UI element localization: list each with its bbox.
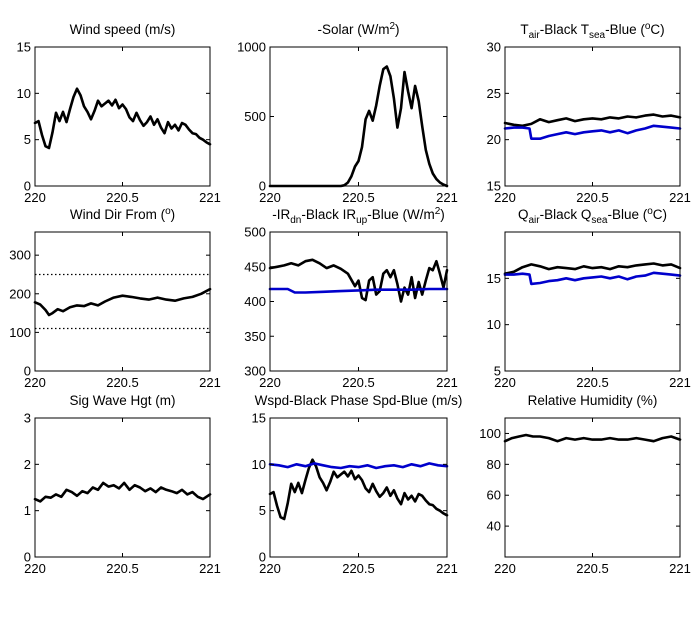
y-tick-label: 3 bbox=[24, 411, 31, 426]
x-tick-label: 220.5 bbox=[576, 190, 609, 205]
y-tick-label: 10 bbox=[252, 457, 266, 472]
y-tick-label: 15 bbox=[17, 40, 31, 55]
series-line-1 bbox=[268, 458, 449, 521]
panel-6: 5 10 15 220 220.5 221 Qair-Black Qsea-Blue (oC… bbox=[487, 206, 691, 390]
x-tick-label: 220 bbox=[24, 561, 46, 576]
x-tick-label: 220 bbox=[259, 375, 281, 390]
y-tick-label: 20 bbox=[487, 132, 501, 147]
series-line-2 bbox=[268, 462, 449, 470]
x-tick-label: 220 bbox=[494, 190, 516, 205]
series-line-1 bbox=[503, 113, 682, 128]
y-tick-label: 0 bbox=[259, 179, 266, 194]
panel-title: Relative Humidity (%) bbox=[528, 393, 658, 408]
series-line-1 bbox=[33, 87, 212, 150]
y-tick-label: 100 bbox=[9, 325, 31, 340]
panel-title: -IRdn-Black IRup-Blue (W/m2) bbox=[272, 206, 445, 226]
y-tick-label: 60 bbox=[487, 488, 501, 503]
series-line-1 bbox=[33, 287, 212, 317]
panel-9: 40 60 80 100 220 220.5 221 Relative Humidity (%… bbox=[479, 393, 691, 576]
y-tick-label: 500 bbox=[244, 109, 266, 124]
x-tick-label: 220 bbox=[259, 561, 281, 576]
axes-frame bbox=[504, 46, 681, 187]
series-line-2 bbox=[268, 287, 449, 294]
x-tick-label: 221 bbox=[669, 190, 691, 205]
series-line-1 bbox=[503, 433, 682, 443]
y-tick-label: 200 bbox=[9, 286, 31, 301]
y-tick-label: 100 bbox=[479, 426, 501, 441]
panel-5: 300 350 400 450 500 220 220.5 221 -IRdn-Black IR… bbox=[244, 206, 458, 390]
y-tick-label: 25 bbox=[487, 86, 501, 101]
x-tick-label: 220.5 bbox=[342, 561, 375, 576]
x-tick-label: 221 bbox=[199, 561, 221, 576]
panel-2: 0 500 1000 220 220.5 221 -Solar (W/m2) bbox=[237, 21, 458, 205]
axes-frame bbox=[34, 417, 211, 558]
axes-frame bbox=[269, 231, 448, 372]
x-tick-label: 221 bbox=[436, 561, 458, 576]
x-tick-label: 221 bbox=[669, 375, 691, 390]
y-tick-label: 1000 bbox=[237, 40, 266, 55]
x-tick-label: 220.5 bbox=[342, 375, 375, 390]
panel-title: Sig Wave Hgt (m) bbox=[69, 393, 175, 408]
panel-1: 0 5 10 15 220 220.5 221 Wind speed (m/s) bbox=[17, 22, 221, 205]
panel-8: 0 5 10 15 220 220.5 221 Wspd-Black Phase Spd-Bl… bbox=[252, 393, 463, 576]
x-tick-label: 220.5 bbox=[106, 375, 139, 390]
x-tick-label: 220.5 bbox=[576, 375, 609, 390]
panel-title: Qair-Black Qsea-Blue (oC) bbox=[518, 206, 667, 226]
x-tick-label: 220 bbox=[259, 190, 281, 205]
y-tick-label: 2 bbox=[24, 457, 31, 472]
panel-3: 15 20 25 30 220 220.5 221 Tair-Black Tsea-Blue … bbox=[487, 21, 691, 205]
series-line-1 bbox=[268, 258, 449, 303]
x-tick-label: 221 bbox=[669, 561, 691, 576]
y-tick-label: 15 bbox=[487, 179, 501, 194]
x-tick-label: 220.5 bbox=[342, 190, 375, 205]
y-tick-label: 30 bbox=[487, 40, 501, 55]
series-line-1 bbox=[268, 65, 449, 188]
y-tick-label: 400 bbox=[244, 294, 266, 309]
series-line-1 bbox=[503, 262, 682, 276]
x-tick-label: 220 bbox=[24, 190, 46, 205]
y-tick-label: 0 bbox=[24, 364, 31, 379]
y-tick-label: 15 bbox=[252, 411, 266, 426]
y-tick-label: 40 bbox=[487, 519, 501, 534]
panel-7: 0 1 2 3 220 220.5 221 Sig Wave Hgt (m) bbox=[24, 393, 221, 576]
panel-title: -Solar (W/m2) bbox=[317, 21, 399, 37]
y-tick-label: 350 bbox=[244, 329, 266, 344]
y-tick-label: 80 bbox=[487, 457, 501, 472]
panel-title: Wind Dir From (o) bbox=[70, 206, 175, 222]
y-tick-label: 300 bbox=[9, 248, 31, 263]
axes-frame bbox=[34, 231, 211, 372]
panel-title: Wind speed (m/s) bbox=[70, 22, 176, 37]
y-tick-label: 10 bbox=[17, 86, 31, 101]
y-tick-label: 0 bbox=[259, 550, 266, 565]
x-tick-label: 221 bbox=[199, 190, 221, 205]
x-tick-label: 220.5 bbox=[576, 561, 609, 576]
x-tick-label: 220.5 bbox=[106, 561, 139, 576]
x-tick-label: 221 bbox=[436, 190, 458, 205]
series-line-1 bbox=[33, 481, 212, 503]
panel-4: 0 100 200 300 220 220.5 221 Wind Dir From (o) bbox=[9, 206, 221, 390]
x-tick-label: 220 bbox=[494, 375, 516, 390]
y-tick-label: 5 bbox=[494, 364, 501, 379]
x-tick-label: 220.5 bbox=[106, 190, 139, 205]
y-tick-label: 5 bbox=[24, 132, 31, 147]
axes-frame bbox=[504, 231, 681, 372]
x-tick-label: 221 bbox=[199, 375, 221, 390]
series-line-2 bbox=[503, 124, 682, 140]
y-tick-label: 300 bbox=[244, 364, 266, 379]
x-tick-label: 221 bbox=[436, 375, 458, 390]
x-tick-label: 220 bbox=[494, 561, 516, 576]
panel-title: Wspd-Black Phase Spd-Blue (m/s) bbox=[255, 393, 463, 408]
y-tick-label: 450 bbox=[244, 259, 266, 274]
x-tick-label: 220 bbox=[24, 375, 46, 390]
y-tick-label: 0 bbox=[24, 550, 31, 565]
panel-title: Tair-Black Tsea-Blue (oC) bbox=[520, 21, 664, 41]
y-tick-label: 10 bbox=[487, 317, 501, 332]
y-tick-label: 15 bbox=[487, 271, 501, 286]
y-tick-label: 5 bbox=[259, 503, 266, 518]
y-tick-label: 0 bbox=[24, 179, 31, 194]
y-tick-label: 500 bbox=[244, 225, 266, 240]
y-tick-label: 1 bbox=[24, 503, 31, 518]
series-line-2 bbox=[503, 271, 682, 286]
